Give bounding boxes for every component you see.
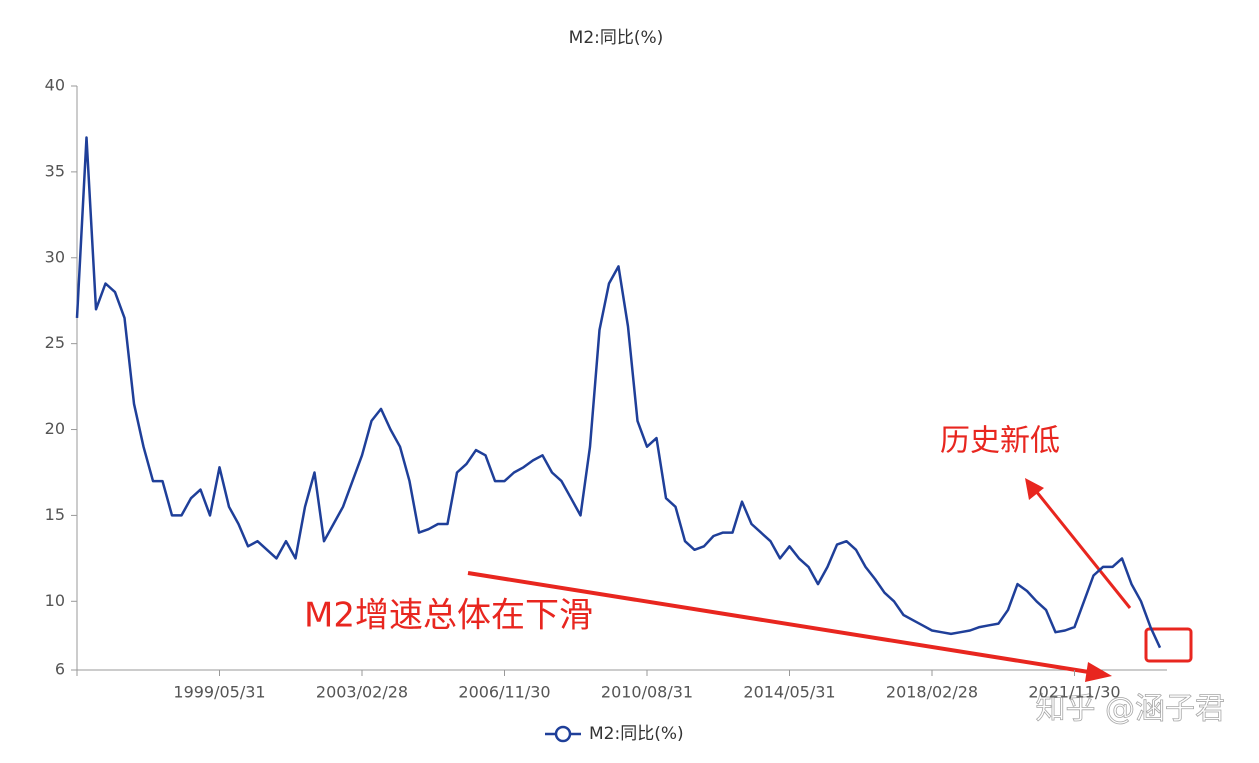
y-tick-label: 30	[45, 247, 65, 266]
arrow-head	[1085, 662, 1112, 682]
y-tick-label: 35	[45, 161, 65, 180]
chart-title: M2:同比(%)	[569, 28, 664, 48]
x-tick-label: 2003/02/28	[316, 683, 408, 702]
x-tick-label: 2010/08/31	[601, 683, 693, 702]
x-tick-label: 2021/11/30	[1028, 683, 1120, 702]
x-tick-label: 2014/05/31	[743, 683, 835, 702]
x-tick-label: 2006/11/30	[458, 683, 550, 702]
y-tick-label: 25	[45, 333, 65, 352]
y-tick-label: 10	[45, 591, 65, 610]
legend-marker	[554, 725, 572, 743]
low-box	[1144, 627, 1193, 663]
annotation: M2增速总体在下滑	[304, 596, 593, 636]
arrow-head	[1025, 478, 1044, 500]
annotation: 历史新低	[940, 424, 1060, 459]
legend-label: M2:同比(%)	[589, 724, 684, 744]
y-tick-label: 40	[45, 76, 65, 95]
trend-arrow	[467, 571, 1096, 675]
x-tick-label: 1999/05/31	[173, 683, 265, 702]
y-tick-label: 15	[45, 505, 65, 524]
watermark: 知乎 @涵子君	[1035, 692, 1225, 727]
low-arrow	[1034, 490, 1132, 609]
data-line	[75, 136, 1162, 649]
y-tick-label: 6	[55, 660, 65, 679]
annotation-arrows	[467, 478, 1193, 682]
y-tick-label: 20	[45, 419, 65, 438]
x-tick-label: 2018/02/28	[886, 683, 978, 702]
